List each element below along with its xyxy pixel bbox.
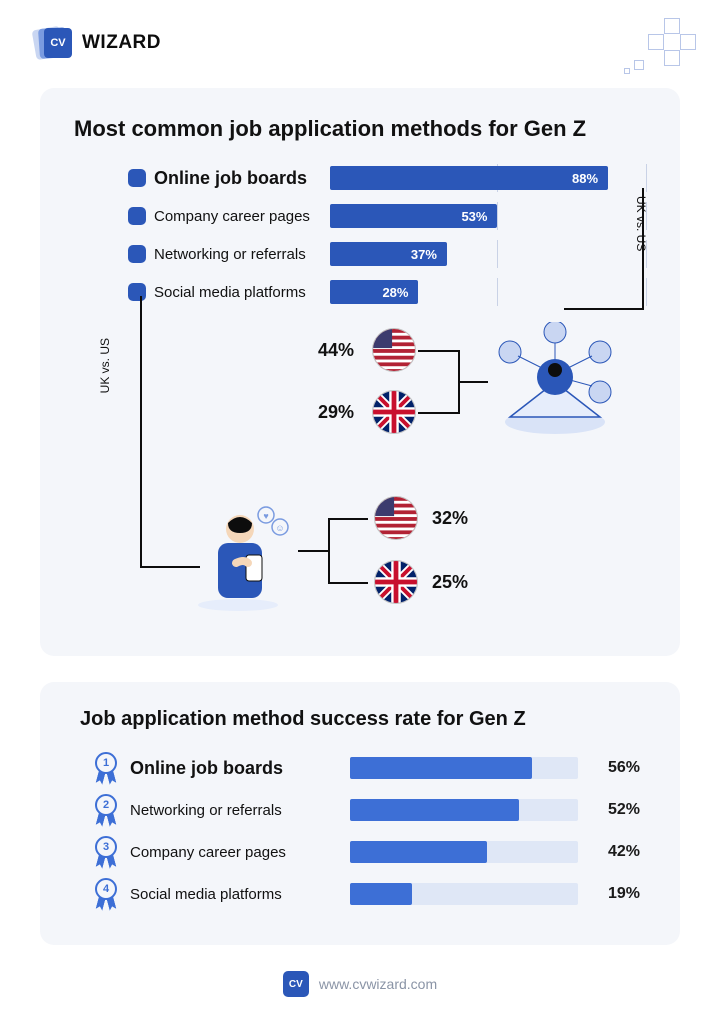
bullet-icon [128, 207, 146, 225]
uk-vs-us-breakdown: 44% 29% [74, 318, 646, 628]
bar: 37% [330, 242, 447, 266]
social-phone-illustration-icon: ♥ ☺ [188, 493, 298, 613]
bar-track [350, 757, 578, 779]
bar: 53% [330, 204, 497, 228]
brand-logo-icon: CV [34, 26, 74, 60]
panel-success-rate: Job application method success rate for … [40, 682, 680, 945]
category-label: Social media platforms [154, 284, 330, 301]
category-label: Online job boards [130, 758, 340, 779]
bar-track [350, 841, 578, 863]
uk-flag-icon [374, 560, 418, 604]
category-label: Company career pages [154, 208, 330, 225]
uk-vs-us-label-right: UK vs. US [634, 196, 648, 251]
category-label: Networking or referrals [130, 802, 340, 819]
bullet-icon [128, 283, 146, 301]
chart-row: Networking or referrals37% [128, 240, 646, 268]
footer: CV www.cvwizard.com [0, 971, 720, 997]
bar-track [350, 883, 578, 905]
category-label: Online job boards [154, 168, 330, 189]
networking-us-pct: 44% [318, 340, 354, 361]
category-label: Social media platforms [130, 886, 340, 903]
bar [350, 841, 487, 863]
rank-medal-icon: 2 [92, 794, 120, 826]
decorative-squares [612, 18, 702, 78]
us-flag-icon [374, 496, 418, 540]
bar-track: 88% [330, 166, 646, 190]
category-label: Networking or referrals [154, 246, 330, 263]
bar-track: 53% [330, 204, 646, 228]
success-row: 4 Social media platforms 19% [92, 877, 640, 911]
bullet-icon [128, 169, 146, 187]
panel2-title: Job application method success rate for … [80, 708, 640, 731]
connector-line [564, 308, 644, 310]
success-row: 3 Company career pages 42% [92, 835, 640, 869]
chart-row: Online job boards88% [128, 164, 646, 192]
success-row: 2 Networking or referrals 52% [92, 793, 640, 827]
bullet-icon [128, 245, 146, 263]
bar [350, 757, 532, 779]
bar-track: 28% [330, 280, 646, 304]
bar-track [350, 799, 578, 821]
success-bar-chart: 1 Online job boards 56% 2 Networking or refe… [80, 751, 640, 911]
value-label: 52% [588, 801, 640, 819]
svg-text:♥: ♥ [263, 511, 268, 521]
uk-flag-icon [372, 390, 416, 434]
social-uk-pct: 25% [432, 572, 468, 593]
networking-illustration-icon [490, 322, 620, 442]
methods-bar-chart: Online job boards88% Company career pages… [74, 164, 646, 306]
category-label: Company career pages [130, 844, 340, 861]
rank-medal-icon: 1 [92, 752, 120, 784]
bar [350, 883, 412, 905]
chart-row: Company career pages53% [128, 202, 646, 230]
panel1-title: Most common job application methods for … [74, 116, 646, 142]
chart-row: Social media platforms28% [128, 278, 646, 306]
bar-track: 37% [330, 242, 646, 266]
value-label: 19% [588, 885, 640, 903]
brand-name: WIZARD [82, 32, 161, 54]
us-flag-icon [372, 328, 416, 372]
success-row: 1 Online job boards 56% [92, 751, 640, 785]
networking-uk-pct: 29% [318, 402, 354, 423]
svg-text:☺: ☺ [275, 523, 284, 533]
footer-url: www.cvwizard.com [319, 976, 437, 992]
rank-medal-icon: 4 [92, 878, 120, 910]
social-us-pct: 32% [432, 508, 468, 529]
footer-logo-icon: CV [283, 971, 309, 997]
value-label: 56% [588, 759, 640, 777]
panel-common-methods: Most common job application methods for … [40, 88, 680, 656]
bar [350, 799, 519, 821]
connector-line [642, 188, 644, 308]
rank-medal-icon: 3 [92, 836, 120, 868]
value-label: 42% [588, 843, 640, 861]
bar: 88% [330, 166, 608, 190]
bar: 28% [330, 280, 418, 304]
